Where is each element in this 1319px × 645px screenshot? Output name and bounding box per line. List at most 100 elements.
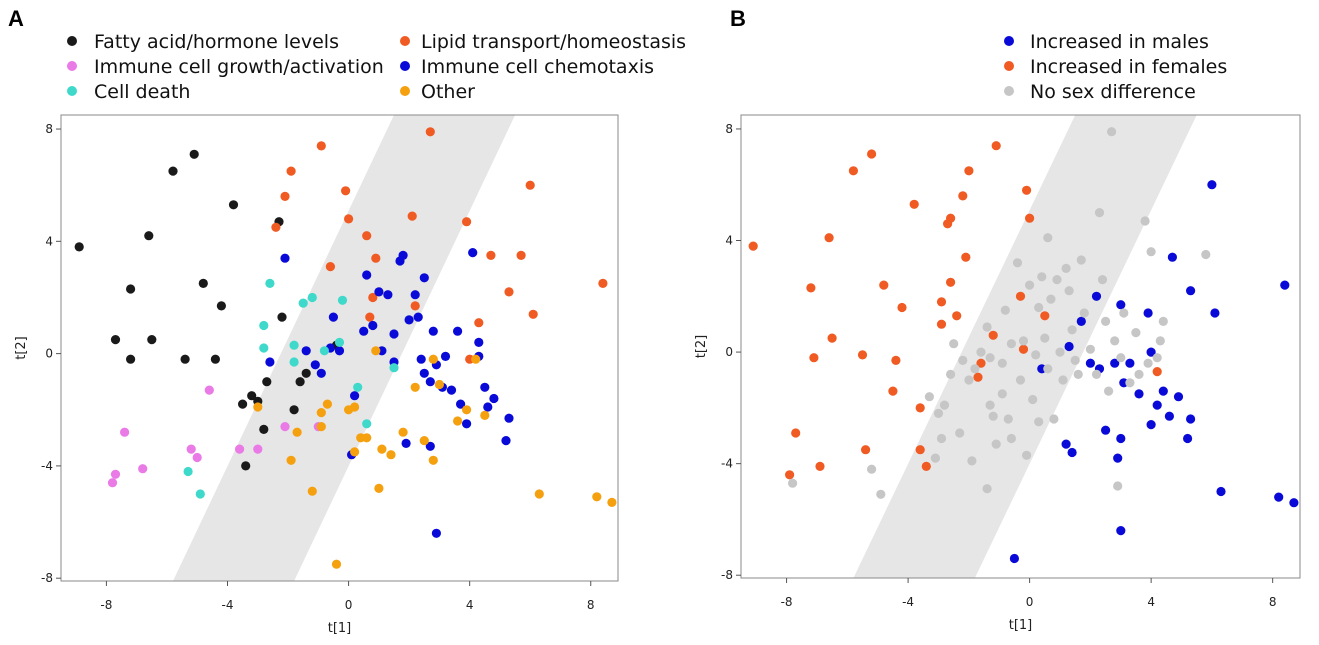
data-point	[386, 450, 396, 460]
data-point	[371, 346, 381, 356]
data-point	[1101, 316, 1111, 326]
series-lipid-transport-homeostasis	[271, 127, 608, 364]
data-point	[1125, 378, 1135, 388]
legend-label: No sex difference	[1030, 81, 1196, 103]
data-point	[331, 559, 342, 569]
x-axis-title: t[1]	[1009, 618, 1033, 633]
data-point	[344, 214, 354, 224]
data-point	[1037, 272, 1047, 282]
data-point	[1091, 291, 1102, 301]
legend-label: Immune cell chemotaxis	[421, 56, 654, 78]
data-point	[425, 377, 435, 387]
chart-panel-b: B Increased in males Increased in females N…	[694, 6, 1301, 633]
data-point	[1015, 375, 1026, 385]
data-point	[1018, 336, 1029, 346]
data-point	[471, 354, 481, 364]
data-point	[815, 461, 825, 471]
legend-label: Immune cell growth/activation	[94, 56, 384, 78]
series-cell-death	[183, 278, 399, 499]
legend-marker	[400, 61, 410, 71]
data-point	[936, 433, 947, 444]
y-tick-label: 0	[725, 345, 733, 359]
data-point	[1146, 247, 1156, 257]
legend-marker	[67, 61, 77, 71]
y-axis-title: t[2]	[14, 336, 29, 360]
data-point	[186, 444, 196, 454]
data-point	[982, 322, 992, 332]
data-point	[748, 241, 758, 251]
data-point	[607, 497, 617, 507]
data-point	[350, 391, 360, 401]
data-point	[1116, 353, 1126, 363]
data-point	[456, 399, 466, 409]
data-point	[848, 166, 859, 176]
y-tick-label: -8	[41, 571, 53, 585]
data-point	[180, 354, 190, 364]
data-point	[867, 149, 877, 159]
data-point	[474, 337, 484, 347]
legend-label: Lipid transport/homeostasis	[421, 31, 686, 53]
data-point	[1058, 375, 1068, 385]
data-point	[453, 326, 463, 336]
x-tick-label: 4	[1147, 595, 1155, 609]
x-tick-label: 8	[1269, 595, 1277, 609]
legend-marker	[400, 36, 410, 46]
data-point	[286, 455, 296, 465]
data-point	[1070, 355, 1080, 365]
data-point	[897, 302, 907, 313]
data-point	[867, 464, 877, 474]
x-tick-label: -8	[100, 598, 112, 612]
data-point	[1110, 336, 1120, 346]
data-point	[259, 320, 269, 331]
legend-marker	[1004, 61, 1014, 71]
data-point	[936, 319, 947, 329]
data-point	[356, 433, 366, 443]
data-point	[419, 368, 429, 378]
legend-label: Fatty acid/hormone levels	[94, 31, 339, 53]
data-point	[228, 200, 239, 210]
data-point	[383, 290, 393, 300]
data-point	[377, 444, 387, 454]
data-point	[1025, 280, 1035, 290]
data-point	[238, 399, 248, 409]
data-point	[991, 439, 1001, 449]
data-point	[425, 127, 435, 137]
data-point	[328, 312, 338, 322]
data-point	[307, 292, 317, 303]
y-tick-label: -8	[721, 568, 733, 582]
data-point	[1110, 358, 1120, 368]
x-tick-label: -8	[781, 595, 793, 609]
data-point	[474, 318, 484, 328]
data-point	[997, 389, 1007, 399]
data-point	[1018, 344, 1029, 354]
data-point	[353, 382, 363, 392]
data-point	[271, 222, 281, 232]
data-point	[955, 428, 965, 438]
data-point	[147, 335, 157, 345]
data-point	[1280, 280, 1290, 290]
data-point	[788, 478, 798, 488]
data-point	[428, 455, 438, 465]
data-point	[592, 492, 602, 502]
data-point	[1091, 369, 1102, 379]
data-point	[410, 382, 420, 392]
data-point	[1134, 389, 1144, 399]
data-point	[404, 315, 414, 325]
band-region	[173, 115, 516, 581]
data-point	[982, 484, 992, 494]
data-point	[997, 358, 1007, 368]
data-point	[419, 436, 429, 446]
data-point	[253, 402, 263, 412]
data-point	[301, 368, 311, 378]
data-point	[1164, 411, 1174, 421]
data-point	[988, 411, 998, 421]
data-point	[516, 250, 526, 260]
data-point	[1107, 127, 1117, 137]
x-tick-label: -4	[902, 595, 914, 609]
data-point	[1085, 344, 1095, 354]
data-point	[319, 346, 329, 356]
data-point	[967, 456, 977, 466]
data-point	[368, 292, 378, 303]
data-point	[307, 486, 317, 496]
